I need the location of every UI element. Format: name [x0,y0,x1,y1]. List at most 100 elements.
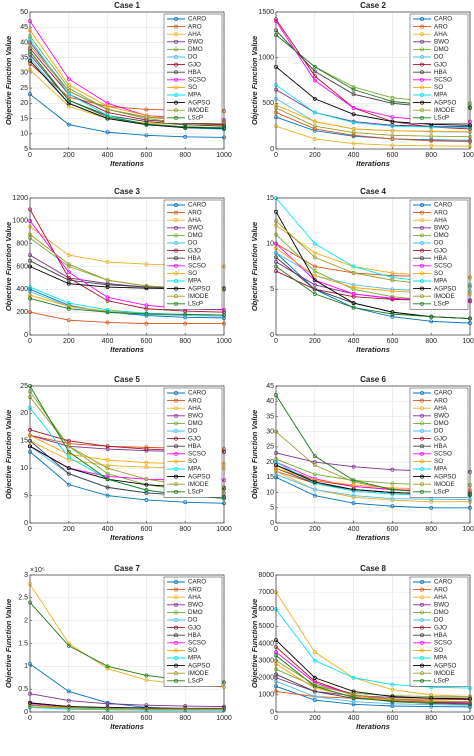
y-tick-label: 5 [24,146,28,153]
point [144,477,149,482]
point [351,120,356,125]
x-axis-label: Iterations [356,533,390,542]
legend-label: HBA [434,443,448,450]
y-axis-label: Objective Function Value [250,410,259,499]
point [390,115,395,119]
point [429,314,434,319]
point [66,318,71,323]
y-tick-label: 35 [266,413,274,420]
point [144,303,149,308]
series-line [29,288,225,319]
legend-marker [174,93,178,97]
legend-label: SCSO [434,262,452,269]
point [351,141,356,146]
legend-label: AHA [188,217,202,224]
x-axis-label: Iterations [110,722,144,731]
point [390,124,395,129]
point [390,270,395,275]
legend-marker [420,47,424,52]
point [351,84,356,89]
legend-label: IMODE [434,481,455,488]
point [351,130,356,135]
point [390,496,395,501]
legend-marker [174,286,178,291]
legend-marker [174,436,178,441]
legend-marker [174,218,178,223]
legend-label: ARO [434,209,448,216]
legend-marker [420,256,424,261]
point [312,73,317,78]
legend-label: SO [188,458,197,465]
y-tick-label: 10 [20,131,28,138]
y-tick-label: 15 [266,195,274,202]
y-tick-label: 0 [24,709,28,716]
legend-marker [420,286,424,291]
legend-marker [420,671,424,676]
series-line [275,639,471,700]
x-tick-label: 200 [63,338,75,345]
legend-label: ARO [434,586,448,593]
y-tick-label: 10 [20,465,28,472]
axis-multiplier: ×10⁵ [30,567,45,574]
y-tick-label: 3 [24,572,28,579]
legend-marker [174,301,178,306]
series-line [29,298,225,316]
y-tick-label: 2 [24,618,28,625]
point [429,319,434,324]
y-tick-label: 500 [262,100,274,107]
legend-marker [174,85,178,90]
y-tick-label: 4000 [258,640,274,647]
legend-marker [174,77,178,82]
legend-label: DMO [434,232,449,239]
legend-label: BWO [434,38,449,45]
point [351,702,356,707]
point [390,119,395,124]
legend-marker [420,210,424,215]
series-line [275,112,471,143]
point [66,438,71,443]
point [351,87,356,92]
point [429,701,434,706]
y-tick-label: 1200 [12,195,28,202]
series-line [29,702,224,709]
point [66,466,71,471]
x-tick-label: 400 [348,338,360,345]
point [429,143,434,148]
legend-label: DO [434,240,444,247]
x-tick-label: 0 [274,715,278,722]
legend-marker [174,241,178,245]
series-line [275,252,471,324]
x-axis-label: Iterations [110,533,144,542]
legend-label: CARO [434,579,452,586]
legend-label: DMO [188,232,203,239]
legend-marker [174,648,178,653]
point [105,309,110,313]
point [312,124,317,129]
legend-label: BWO [434,601,449,608]
legend-marker [420,444,424,449]
point [390,296,395,301]
plot-frame [275,197,471,336]
y-tick-label: 5 [270,286,274,293]
legend-label: MPA [434,278,448,285]
x-tick-label: 0 [28,338,32,345]
chart-title: Case 8 [360,564,386,573]
point [66,275,71,280]
point [105,474,110,479]
plot-frame [29,385,225,524]
legend-marker [174,482,178,487]
legend-label: CARO [434,16,452,23]
x-tick-label: 200 [63,715,75,722]
point [312,96,317,101]
point [312,64,317,69]
point [390,487,395,492]
legend-marker [174,225,178,230]
y-tick-label: 3000 [258,657,274,664]
x-axis-label: Iterations [110,345,144,354]
legend-marker [420,678,424,683]
point [351,105,356,110]
point [390,95,395,100]
legend-box [163,13,223,124]
point [105,493,110,498]
legend-label: DMO [188,609,203,616]
